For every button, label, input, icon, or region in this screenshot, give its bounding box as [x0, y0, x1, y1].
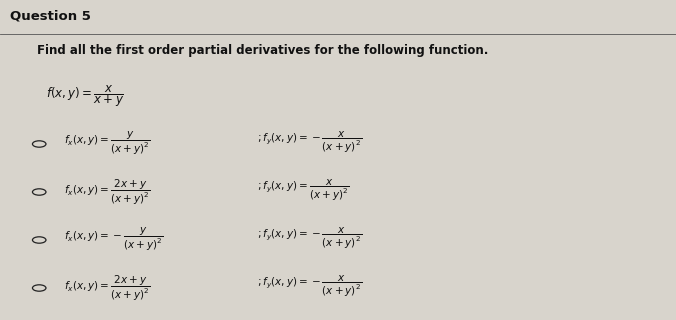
Text: $; f_y(x, y) = -\dfrac{x}{(x+y)^2}$: $; f_y(x, y) = -\dfrac{x}{(x+y)^2}$	[257, 226, 362, 251]
Text: $f(x, y) = \dfrac{x}{x+y}$: $f(x, y) = \dfrac{x}{x+y}$	[46, 83, 124, 109]
Text: $; f_y(x, y) = -\dfrac{x}{(x+y)^2}$: $; f_y(x, y) = -\dfrac{x}{(x+y)^2}$	[257, 274, 362, 299]
Text: $f_x(x, y) = \dfrac{2x+y}{(x+y)^2}$: $f_x(x, y) = \dfrac{2x+y}{(x+y)^2}$	[64, 178, 151, 207]
Text: $; f_y(x, y) = \dfrac{x}{(x+y)^2}$: $; f_y(x, y) = \dfrac{x}{(x+y)^2}$	[257, 178, 349, 203]
Text: $f_x(x, y) = -\dfrac{y}{(x+y)^2}$: $f_x(x, y) = -\dfrac{y}{(x+y)^2}$	[64, 226, 164, 253]
Text: $; f_y(x, y) = -\dfrac{x}{(x+y)^2}$: $; f_y(x, y) = -\dfrac{x}{(x+y)^2}$	[257, 130, 362, 155]
Text: Question 5: Question 5	[10, 10, 91, 23]
Text: Find all the first order partial derivatives for the following function.: Find all the first order partial derivat…	[37, 44, 489, 57]
Text: $f_x(x, y) = \dfrac{y}{(x+y)^2}$: $f_x(x, y) = \dfrac{y}{(x+y)^2}$	[64, 130, 151, 157]
Text: $f_x(x, y) = \dfrac{2x+y}{(x+y)^2}$: $f_x(x, y) = \dfrac{2x+y}{(x+y)^2}$	[64, 274, 151, 303]
